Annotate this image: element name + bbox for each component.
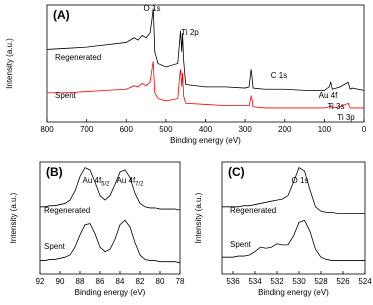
x-axis-label: Binding energy (eV) [170, 136, 241, 145]
spectrum-line [222, 167, 365, 214]
panel-label: (A) [53, 8, 70, 22]
annotation-subscript: 7/2 [135, 181, 144, 187]
x-tick-label: 78 [176, 277, 185, 286]
x-tick-label: 84 [116, 277, 125, 286]
x-tick-label: 92 [36, 277, 45, 286]
annotation: Ti 2p [181, 28, 199, 37]
x-tick-label: 82 [136, 277, 145, 286]
annotation-text: O 1s [144, 4, 161, 13]
spectrum-line [40, 167, 181, 211]
spectrum-line [46, 8, 365, 91]
x-tick-label: 200 [278, 125, 292, 134]
plot-frame [221, 161, 366, 275]
annotation: Ti 3s [327, 102, 344, 111]
x-tick-label: 534 [248, 277, 262, 286]
plot-frame [39, 161, 181, 275]
x-tick-label: 800 [40, 125, 54, 134]
x-tick-label: 100 [318, 125, 332, 134]
series-label: Spent [230, 240, 252, 249]
x-tick-label: 90 [56, 277, 65, 286]
x-tick-label: 530 [292, 277, 306, 286]
x-tick-label: 526 [336, 277, 350, 286]
y-axis-label: Intensity (a.u.) [194, 192, 203, 243]
x-tick-label: 500 [159, 125, 173, 134]
annotation-text: Au 4f [319, 91, 338, 100]
series-label: Regenerated [55, 53, 101, 62]
y-axis-label: Intensity (a.u.) [5, 38, 14, 89]
annotation-text: Ti 3s [327, 102, 344, 111]
x-axis-label: Binding energy (eV) [258, 288, 329, 297]
annotation-text: Au 4f [116, 176, 135, 185]
annotation-text: O 1s [292, 176, 309, 185]
spectrum-line [47, 61, 364, 109]
annotation: Au 4f5/2 [82, 176, 110, 187]
annotation: Au 4f7/2 [116, 176, 144, 187]
x-tick-label: 80 [156, 277, 165, 286]
x-tick-label: 600 [120, 125, 134, 134]
x-tick-label: 524 [358, 277, 372, 286]
x-tick-label: 700 [80, 125, 94, 134]
x-tick-label: 532 [270, 277, 284, 286]
annotation: C 1s [271, 71, 287, 80]
annotation-text: Ti 3p [337, 113, 355, 122]
annotation-text: Au 4f [82, 176, 101, 185]
x-tick-label: 536 [226, 277, 240, 286]
annotation-text: C 1s [271, 71, 287, 80]
spectrum-line [40, 219, 181, 264]
panel-label: (B) [46, 165, 63, 179]
annotation: Au 4f [319, 91, 338, 100]
x-axis-label: Binding energy (eV) [75, 288, 146, 297]
x-tick-label: 400 [199, 125, 213, 134]
annotation: O 1s [144, 4, 161, 13]
series-label: Spent [44, 242, 66, 251]
annotation: Ti 3p [337, 113, 355, 122]
series-label: Spent [55, 91, 77, 100]
x-tick-label: 300 [238, 125, 252, 134]
series-label: Regenerated [230, 206, 276, 215]
annotation-text: Ti 2p [181, 28, 199, 37]
x-tick-label: 88 [76, 277, 85, 286]
x-tick-label: 0 [362, 125, 367, 134]
spectrum-line [222, 219, 365, 261]
series-label: Regenerated [44, 206, 90, 215]
annotation-subscript: 5/2 [101, 181, 110, 187]
y-axis-label: Intensity (a.u.) [9, 192, 18, 243]
annotation: O 1s [292, 176, 309, 185]
x-tick-label: 528 [314, 277, 328, 286]
panel-label: (C) [228, 165, 245, 179]
x-tick-label: 86 [96, 277, 105, 286]
